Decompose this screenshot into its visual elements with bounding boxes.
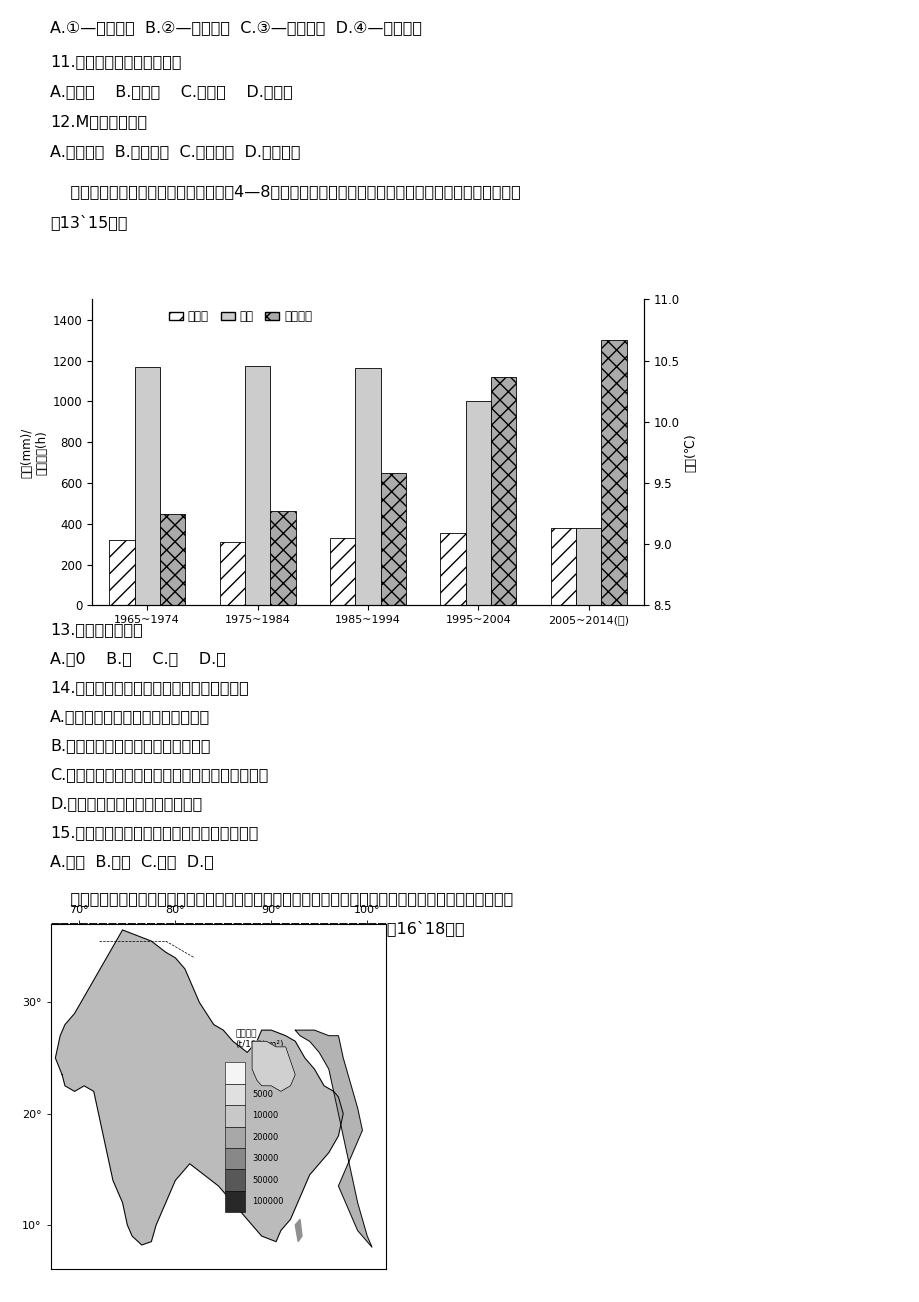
Text: 50000: 50000 [252,1176,278,1185]
Bar [440,533,465,605]
Bar [225,1105,245,1126]
Text: A.儠0    B.藏    C.湘    D.滭: A.儠0 B.藏 C.湘 D.滭 [50,651,226,667]
Text: 5000: 5000 [252,1090,273,1099]
Text: 100000: 100000 [252,1197,283,1206]
Bar [601,340,626,605]
Text: A.糌耙  B.簽子  C.面皮  D.駔: A.糌耙 B.簽子 C.面皮 D.駔 [50,854,213,868]
Bar [465,401,491,605]
Bar [225,1148,245,1169]
Polygon shape [252,1042,295,1091]
Bar [244,366,270,605]
Text: 下图为我国某省区重要农作物生长季（4—8月）平均气温、平均降水量和日照时数变化统计图。据此完: 下图为我国某省区重要农作物生长季（4—8月）平均气温、平均降水量和日照时数变化统… [50,184,520,199]
Polygon shape [295,1030,371,1247]
Bar [225,1083,245,1105]
Polygon shape [295,1220,301,1242]
Bar [225,1126,245,1148]
Bar [575,527,601,605]
Y-axis label: 降水(mm)/
日照时数(h): 降水(mm)/ 日照时数(h) [20,427,49,478]
Text: 12.M地最可能布局: 12.M地最可能布局 [50,115,147,129]
Legend: 降水量, 气温, 日照时数: 降水量, 气温, 日照时数 [164,306,316,328]
Text: C.光照充足，热量不足，作物主要种植在河谷地区: C.光照充足，热量不足，作物主要种植在河谷地区 [50,767,268,783]
Bar [109,540,134,605]
Text: A.东南风    B.西北风    C.东北风    D.西南风: A.东南风 B.西北风 C.东北风 D.西南风 [50,85,292,99]
Text: A.仓储中心  B.高档小区  C.批发市场  D.科创中心: A.仓储中心 B.高档小区 C.批发市场 D.科创中心 [50,145,301,159]
Bar [355,367,380,605]
Text: 15.下列特色食物中是由该作物为原料制作的是: 15.下列特色食物中是由该作物为原料制作的是 [50,825,258,840]
Text: 示意孟加拉国、印度和缬甸三国在种植中国超级杂交水稺上的增产潜力。据此完戕16`18题。: 示意孟加拉国、印度和缬甸三国在种植中国超级杂交水稺上的增产潜力。据此完戕16`1… [50,921,464,936]
Bar [225,1191,245,1212]
Bar [491,378,516,605]
Text: A.农业生产最大的限制性因素是水源: A.农业生产最大的限制性因素是水源 [50,710,210,724]
Text: A.①—工业用地  B.②—商业用地  C.③—仓储用地  D.④—住宅用地: A.①—工业用地 B.②—商业用地 C.③—仓储用地 D.④—住宅用地 [50,20,422,35]
Bar [330,538,355,605]
Text: B.为亚热带季风气候，酸性红壤广布: B.为亚热带季风气候，酸性红壤广布 [50,738,210,753]
Text: 戕13`15题。: 戕13`15题。 [50,214,128,230]
Text: 13.该省区最可能是: 13.该省区最可能是 [50,622,142,637]
Text: 10000: 10000 [252,1112,278,1121]
Bar [220,542,244,605]
Text: 14.关于该地农业区位条件的描述，正确的是: 14.关于该地农业区位条件的描述，正确的是 [50,680,248,695]
Text: D.水利设施工程量大，劳动力丰富: D.水利设施工程量大，劳动力丰富 [50,796,202,811]
Bar [270,510,295,605]
Text: 增产潜力
(t/100km²): 增产潜力 (t/100km²) [235,1029,283,1048]
Polygon shape [55,930,343,1245]
Text: 11.该市的盛行风向最可能是: 11.该市的盛行风向最可能是 [50,53,181,69]
Text: 30000: 30000 [252,1154,278,1163]
Text: 0: 0 [252,1069,257,1078]
Bar [380,473,405,605]
Bar [160,513,185,605]
Text: 水稺是孟加拉国、印度和缬甸最重要的粮食作物，种植中国超级杂交水稺有助于孟印缬的水稺增产。右图: 水稺是孟加拉国、印度和缬甸最重要的粮食作物，种植中国超级杂交水稺有助于孟印缬的水… [50,891,513,906]
Bar [550,527,575,605]
Bar [225,1169,245,1191]
Bar [225,1062,245,1083]
Y-axis label: 气温(℃): 气温(℃) [683,434,697,471]
Bar [134,367,160,605]
Text: 20000: 20000 [252,1133,278,1142]
